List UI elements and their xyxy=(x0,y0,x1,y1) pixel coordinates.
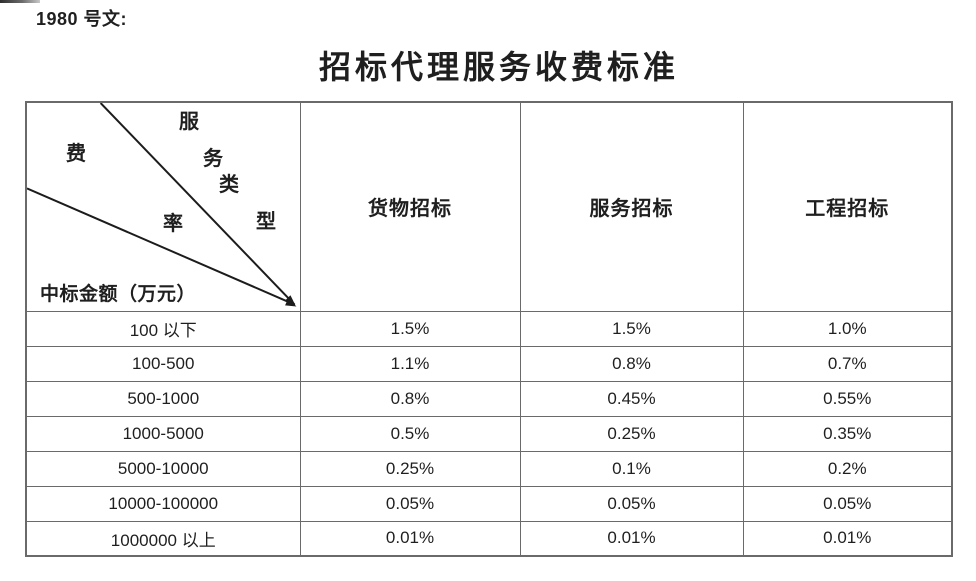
header-row: 服 务 类 型 费 率 中标金额（万元） 货物招标 服务招标 工程招标 xyxy=(25,101,953,312)
rate-value-cell: 0.01% xyxy=(299,520,521,557)
rate-value-cell: 0.01% xyxy=(742,520,953,557)
column-header-service: 服务招标 xyxy=(519,101,744,312)
table-row: 1000-5000 0.5% 0.25% 0.35% xyxy=(25,415,953,452)
rate-value-cell: 0.5% xyxy=(299,415,521,452)
rate-value-cell: 0.2% xyxy=(742,450,953,487)
rate-value-cell: 0.05% xyxy=(299,485,521,522)
rate-value-cell: 0.05% xyxy=(742,485,953,522)
table-row: 5000-10000 0.25% 0.1% 0.2% xyxy=(25,450,953,487)
arrowhead-icon xyxy=(285,295,296,306)
amount-range-cell: 5000-10000 xyxy=(25,450,301,487)
amount-range-cell: 500-1000 xyxy=(25,380,301,417)
rate-value-cell: 0.25% xyxy=(299,450,521,487)
rate-value-cell: 1.0% xyxy=(742,310,953,347)
amount-range-cell: 1000000 以上 xyxy=(25,520,301,557)
corner-header-content: 服 务 类 型 费 率 中标金额（万元） xyxy=(27,103,300,311)
arrowhead-icon xyxy=(285,298,297,307)
rate-char: 率 xyxy=(163,213,183,235)
rate-value-cell: 1.5% xyxy=(299,310,521,347)
rate-value-cell: 0.7% xyxy=(742,345,953,382)
table-body: 100 以下 1.5% 1.5% 1.0% 100-500 1.1% 0.8% 0.7% 500… xyxy=(25,310,953,557)
amount-axis-label: 中标金额（万元） xyxy=(40,284,197,305)
corner-header-cell: 服 务 类 型 费 率 中标金额（万元） xyxy=(25,101,301,312)
column-header-works: 工程招标 xyxy=(742,101,953,312)
rate-value-cell: 0.25% xyxy=(519,415,744,452)
diagonal-split-lines xyxy=(27,103,297,307)
amount-range-cell: 10000-100000 xyxy=(25,485,301,522)
service-type-char-1: 服 xyxy=(179,111,199,133)
fee-char: 费 xyxy=(66,143,86,165)
amount-range-cell: 1000-5000 xyxy=(25,415,301,452)
rate-value-cell: 0.55% xyxy=(742,380,953,417)
rate-value-cell: 0.45% xyxy=(519,380,744,417)
table-row: 10000-100000 0.05% 0.05% 0.05% xyxy=(25,485,953,522)
rate-value-cell: 0.35% xyxy=(742,415,953,452)
table-row: 500-1000 0.8% 0.45% 0.55% xyxy=(25,380,953,417)
table-row: 1000000 以上 0.01% 0.01% 0.01% xyxy=(25,520,953,557)
fee-standard-table: 服 务 类 型 费 率 中标金额（万元） 货物招标 服务招标 工程招标 100 … xyxy=(25,101,953,557)
rate-value-cell: 0.8% xyxy=(519,345,744,382)
column-header-goods: 货物招标 xyxy=(299,101,521,312)
amount-range-cell: 100 以下 xyxy=(25,310,301,347)
table-row: 100-500 1.1% 0.8% 0.7% xyxy=(25,345,953,382)
page-title: 招标代理服务收费标准 xyxy=(318,49,679,85)
rate-value-cell: 1.1% xyxy=(299,345,521,382)
table-row: 100 以下 1.5% 1.5% 1.0% xyxy=(25,310,953,347)
service-type-char-2: 务 xyxy=(203,148,223,170)
service-type-char-3: 类 xyxy=(219,174,239,196)
amount-range-cell: 100-500 xyxy=(25,345,301,382)
rate-value-cell: 0.05% xyxy=(519,485,744,522)
rate-value-cell: 1.5% xyxy=(519,310,744,347)
rate-value-cell: 0.8% xyxy=(299,380,521,417)
doc-number: 1980 号文: xyxy=(36,9,128,29)
page-corner-artifact xyxy=(0,0,40,3)
rate-value-cell: 0.01% xyxy=(519,520,744,557)
service-type-char-4: 型 xyxy=(256,211,276,233)
rate-value-cell: 0.1% xyxy=(519,450,744,487)
